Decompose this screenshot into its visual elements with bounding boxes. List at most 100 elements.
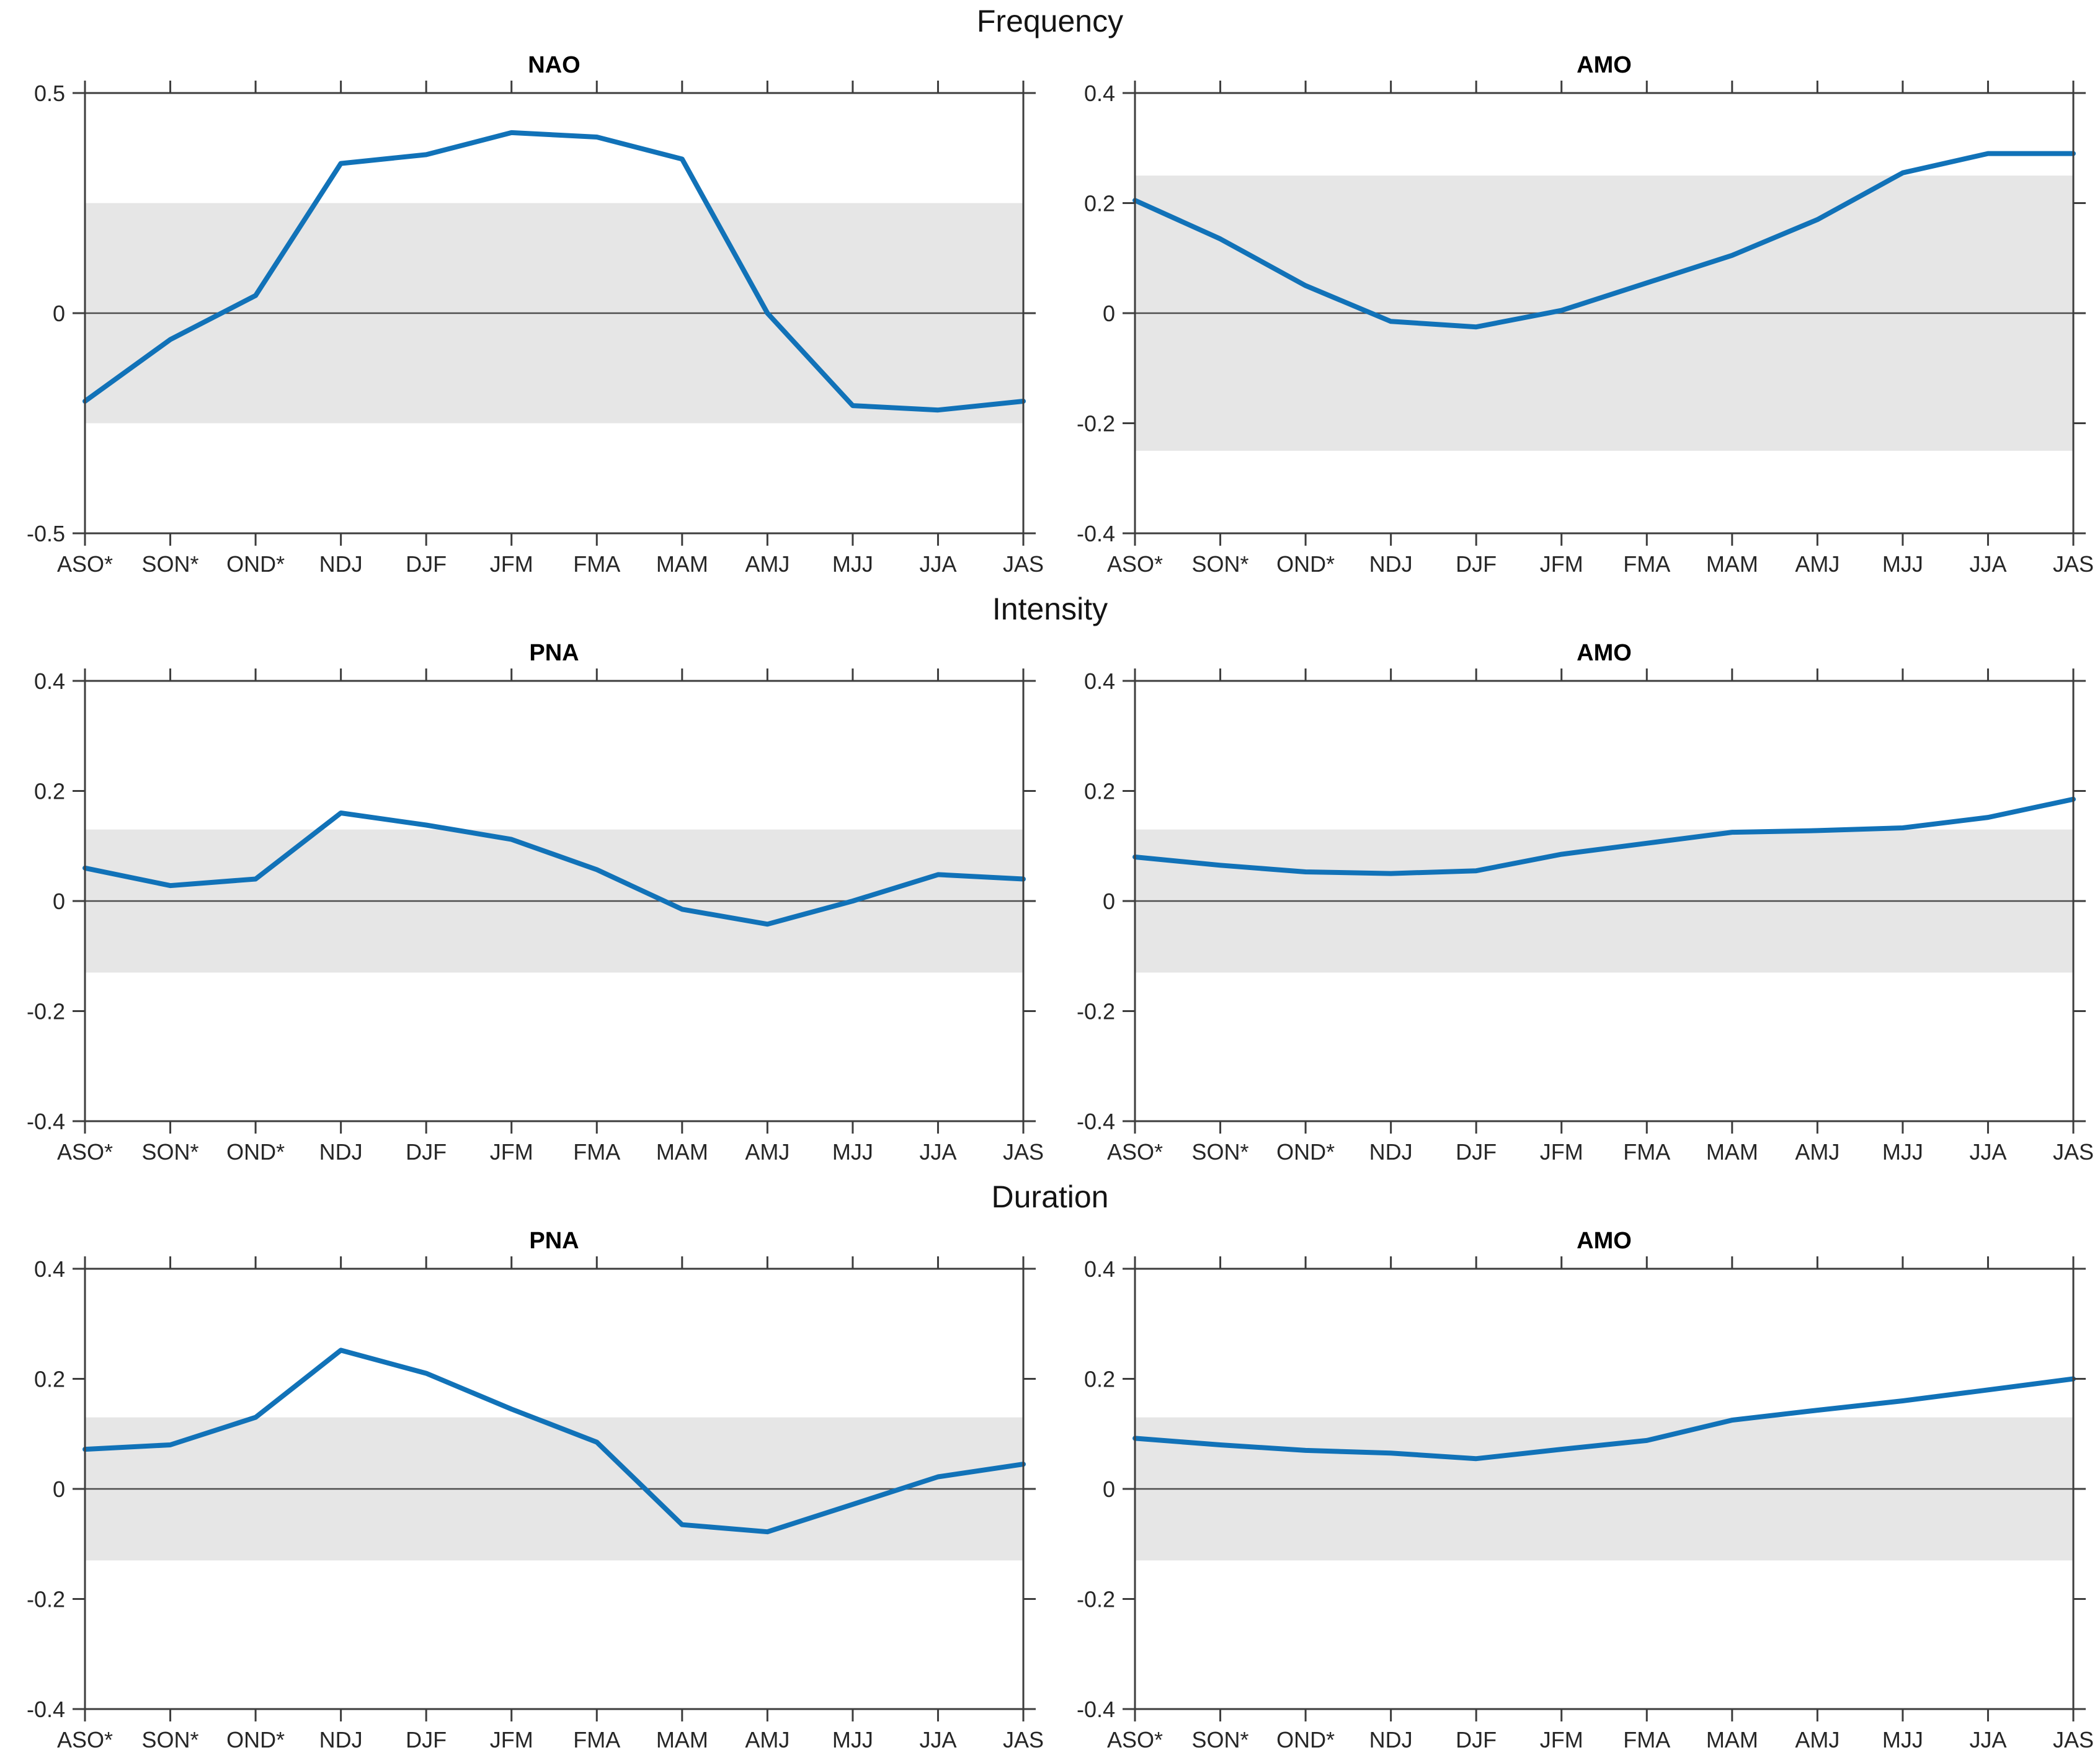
- x-tick-label: OND*: [1276, 1727, 1335, 1752]
- x-tick-label: DJF: [406, 1139, 447, 1165]
- x-tick-label: ASO*: [57, 1139, 113, 1165]
- charts-row-duration: ASO* SON* OND* NDJ DJF JFM FMA MAM AMJ MJJ JJA JAS 0…: [0, 1210, 2100, 1763]
- x-tick-label: JJA: [919, 1727, 956, 1752]
- y-tick-label: -0.2: [1077, 1587, 1115, 1612]
- x-tick-label: OND*: [226, 1139, 285, 1165]
- section-header-frequency: Frequency: [976, 4, 1124, 38]
- x-tick-label: JFM: [490, 1727, 533, 1752]
- x-tick-label: MJJ: [1882, 1727, 1923, 1752]
- x-tick-label: NDJ: [319, 1727, 363, 1752]
- data-line: [82, 130, 1026, 413]
- x-tick-label: MAM: [656, 1727, 708, 1752]
- section-intensity: Intensity ASO* SON* OND* NDJ DJF JFM FMA MAM AMJ…: [0, 588, 2100, 1175]
- x-tick-label: SON*: [142, 1727, 199, 1752]
- y-tick-label: 0.4: [1084, 1256, 1115, 1282]
- y-tick-label: 0: [53, 1477, 65, 1502]
- x-tick-label: AMJ: [745, 1139, 790, 1165]
- y-tick-label: -0.2: [1077, 411, 1115, 437]
- chart-title: AMO: [1577, 1228, 1632, 1254]
- chart-title: AMO: [1577, 52, 1632, 78]
- x-tick-label: OND*: [226, 1727, 285, 1752]
- x-tick-label: NDJ: [1369, 1139, 1413, 1165]
- y-tick-label: -0.2: [27, 999, 65, 1024]
- x-tick-label: MJJ: [1882, 551, 1923, 577]
- y-tick-label: 0.2: [1084, 191, 1115, 216]
- x-tick-label: AMJ: [1795, 551, 1840, 577]
- x-tick-label: JJA: [919, 551, 956, 577]
- x-tick-label: SON*: [142, 1139, 199, 1165]
- data-line: [1132, 151, 2076, 330]
- x-tick-label: JAS: [1003, 1139, 1044, 1165]
- x-tick-label: OND*: [226, 551, 285, 577]
- x-tick-label: JFM: [1540, 551, 1583, 577]
- x-tick-label: JFM: [490, 1139, 533, 1165]
- y-tick-label: -0.2: [27, 1587, 65, 1612]
- x-tick-label: FMA: [1623, 551, 1670, 577]
- y-tick-label: -0.4: [1077, 521, 1115, 546]
- x-tick-label: MJJ: [832, 551, 873, 577]
- charts-row-intensity: ASO* SON* OND* NDJ DJF JFM FMA MAM AMJ MJJ JJA JAS 0…: [0, 622, 2100, 1175]
- x-tick-label: JFM: [490, 551, 533, 577]
- line-chart-intensity-amo: ASO* SON* OND* NDJ DJF JFM FMA MAM AMJ MJJ JJA JAS 0…: [1077, 640, 2094, 1165]
- y-tick-label: 0.2: [1084, 1367, 1115, 1392]
- x-tick-label: SON*: [1192, 1727, 1249, 1752]
- x-tick-label: DJF: [1456, 1727, 1497, 1752]
- section-duration: Duration ASO* SON* OND* NDJ DJF JFM FMA MAM AMJ M…: [0, 1176, 2100, 1763]
- x-tick-label: AMJ: [745, 1727, 790, 1752]
- y-tick-label: 0: [53, 889, 65, 914]
- line-chart-frequency-nao: ASO* SON* OND* NDJ DJF JFM FMA MAM AMJ MJJ JJA JAS 0…: [27, 52, 1044, 577]
- x-tick-label: FMA: [1623, 1727, 1670, 1752]
- y-tick-label: -0.2: [1077, 999, 1115, 1024]
- x-tick-label: DJF: [406, 1727, 447, 1752]
- y-tick-label: 0.2: [34, 779, 65, 804]
- y-tick-label: 0: [1103, 301, 1115, 326]
- x-tick-label: JJA: [1969, 1727, 2006, 1752]
- x-tick-label: OND*: [1276, 1139, 1335, 1165]
- data-line: [82, 1348, 1026, 1535]
- y-tick-label: 0: [1103, 1477, 1115, 1502]
- x-tick-label: JJA: [1969, 1139, 2006, 1165]
- chart-title: AMO: [1577, 640, 1632, 666]
- x-tick-label: NDJ: [319, 1139, 363, 1165]
- x-tick-label: AMJ: [1795, 1727, 1840, 1752]
- x-tick-label: NDJ: [319, 551, 363, 577]
- y-tick-label: 0.4: [34, 668, 65, 694]
- x-tick-label: SON*: [1192, 551, 1249, 577]
- x-tick-label: ASO*: [1107, 551, 1163, 577]
- x-tick-label: JAS: [2053, 1139, 2094, 1165]
- y-tick-label: 0.2: [1084, 779, 1115, 804]
- chart-title: NAO: [528, 52, 580, 78]
- x-tick-label: JJA: [919, 1139, 956, 1165]
- x-tick-label: JFM: [1540, 1727, 1583, 1752]
- y-tick-label: -0.4: [27, 1697, 65, 1722]
- y-tick-label: -0.4: [1077, 1697, 1115, 1722]
- x-tick-label: MAM: [656, 551, 708, 577]
- x-tick-label: MAM: [1706, 1727, 1758, 1752]
- section-header-duration: Duration: [991, 1179, 1109, 1214]
- x-tick-label: JAS: [2053, 1727, 2094, 1752]
- x-tick-label: JJA: [1969, 551, 2006, 577]
- chart-title: PNA: [529, 1228, 579, 1254]
- y-tick-label: 0.4: [34, 1256, 65, 1282]
- y-tick-label: 0.2: [34, 1367, 65, 1392]
- y-tick-label: 0: [53, 301, 65, 326]
- x-tick-label: FMA: [573, 551, 620, 577]
- x-tick-label: DJF: [1456, 551, 1497, 577]
- x-tick-label: FMA: [1623, 1139, 1670, 1165]
- y-tick-label: -0.5: [27, 521, 65, 546]
- x-tick-label: JAS: [1003, 1727, 1044, 1752]
- line-chart-frequency-amo: ASO* SON* OND* NDJ DJF JFM FMA MAM AMJ MJJ JJA JAS 0…: [1077, 52, 2094, 577]
- data-line: [82, 810, 1026, 927]
- x-tick-label: SON*: [142, 551, 199, 577]
- x-tick-label: MAM: [1706, 1139, 1758, 1165]
- chart-title: PNA: [529, 640, 579, 666]
- x-tick-label: SON*: [1192, 1139, 1249, 1165]
- y-tick-label: -0.4: [1077, 1109, 1115, 1134]
- x-tick-label: JAS: [2053, 551, 2094, 577]
- x-tick-label: ASO*: [1107, 1139, 1163, 1165]
- data-line: [1132, 1376, 2076, 1462]
- x-tick-label: MAM: [656, 1139, 708, 1165]
- x-tick-label: ASO*: [57, 1727, 113, 1752]
- x-tick-label: AMJ: [745, 551, 790, 577]
